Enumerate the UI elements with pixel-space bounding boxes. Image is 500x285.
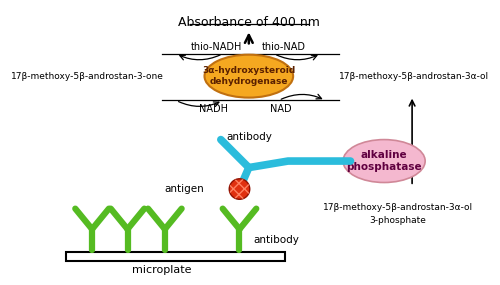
Text: NADH: NADH (199, 104, 228, 114)
Text: alkaline
phosphatase: alkaline phosphatase (346, 150, 422, 172)
Text: 17β-methoxy-5β-androstan-3α-ol: 17β-methoxy-5β-androstan-3α-ol (323, 203, 473, 212)
Text: antibody: antibody (226, 132, 272, 142)
Text: Absorbance of 400 nm: Absorbance of 400 nm (178, 17, 320, 29)
Text: 3α-hydroxysteroid
dehydrogenase: 3α-hydroxysteroid dehydrogenase (202, 66, 296, 86)
Circle shape (229, 179, 250, 199)
Text: thio-NAD: thio-NAD (262, 42, 306, 52)
Text: 17β-methoxy-5β-androstan-3α-ol: 17β-methoxy-5β-androstan-3α-ol (339, 72, 489, 81)
Text: thio-NADH: thio-NADH (190, 42, 242, 52)
Ellipse shape (204, 55, 293, 97)
Text: antibody: antibody (254, 235, 300, 245)
Text: NAD: NAD (270, 104, 291, 114)
Ellipse shape (343, 140, 425, 182)
Text: 3-phosphate: 3-phosphate (370, 216, 426, 225)
Text: microplate: microplate (132, 265, 192, 275)
Text: 17β-methoxy-5β-androstan-3-one: 17β-methoxy-5β-androstan-3-one (11, 72, 164, 81)
Text: antigen: antigen (164, 184, 204, 194)
FancyBboxPatch shape (66, 253, 285, 261)
